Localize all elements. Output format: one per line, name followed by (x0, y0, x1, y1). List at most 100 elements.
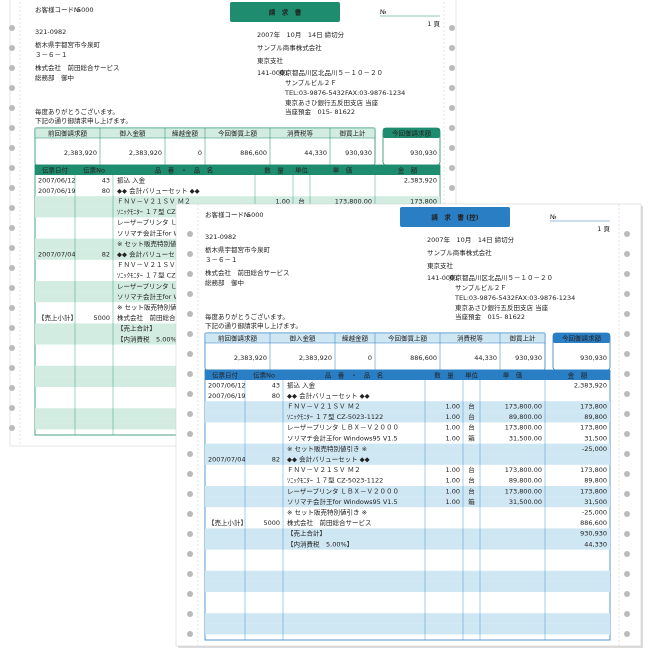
feed-hole (9, 25, 15, 31)
cell-item: ◆◆ 会計バリューセット ◆◆ (287, 455, 370, 464)
feed-hole (624, 511, 630, 517)
table-header-label: 単位 (465, 371, 479, 380)
table-header-label: 単位 (295, 166, 309, 175)
cell-item: ソリマチ会計王for Windows95 V1.5 (117, 292, 228, 301)
summary-value: 2,383,920 (234, 354, 267, 362)
cell-item: 株式会社 前田総合サービス (117, 313, 202, 322)
feed-hole (624, 331, 630, 337)
title-box (230, 2, 340, 22)
table-header-label: 伝票No (253, 371, 275, 380)
cell-date: 【売上小計】 (38, 313, 77, 322)
feed-hole (624, 291, 630, 297)
issuer-postal: 141-0001 (427, 274, 458, 282)
table-header-label: 金 額 (398, 166, 418, 175)
cell-date: 2007/06/12 (38, 176, 75, 184)
cell-amount: 173,800 (580, 424, 607, 432)
page-number: 1 頁 (597, 225, 610, 233)
row-stripe (205, 528, 610, 539)
feed-hole (449, 125, 455, 131)
issuer-address: 東京都品川区北品川５－１０－２０ (449, 273, 553, 282)
cell-amount: 173,800 (580, 403, 607, 411)
summary-header-label: 御入金額 (120, 129, 147, 138)
feed-hole (187, 611, 193, 617)
greeting: 毎度ありがとうございます。 (35, 107, 119, 116)
cell-unit: 箱 (468, 433, 475, 442)
cell-qty: 1.00 (276, 198, 290, 206)
table-header-label: 金 額 (568, 371, 588, 380)
cell-item: ※ セット販売特別値引き ※ (287, 444, 367, 453)
cell-item: ※ セット販売特別値引き ※ (117, 303, 197, 312)
feed-hole (9, 185, 15, 191)
summary-header-label: 今回御買上額 (218, 129, 258, 138)
customer-code: 5000 (77, 6, 94, 14)
cell-price: 173,800.00 (505, 466, 542, 474)
cell-item: ｿﾆｯｸﾓﾆﾀｰ １７型 CZ-5023-1122 (117, 207, 213, 216)
cell-qty: 1.00 (446, 424, 460, 432)
feed-hole (9, 245, 15, 251)
feed-hole (624, 491, 630, 497)
feed-hole (187, 311, 193, 317)
address: 栃木県宇都宮市今泉町 (35, 40, 101, 49)
cell-item: 株式会社 前田総合サービス (287, 518, 372, 527)
title: 請 求 書 (269, 8, 302, 17)
address: 栃木県宇都宮市今泉町 (205, 245, 271, 254)
cell-amount: 2,383,920 (404, 176, 437, 184)
issuer-branch: 東京支社 (427, 261, 454, 270)
cell-unit: 箱 (468, 497, 475, 506)
feed-hole (187, 231, 193, 237)
cell-item: レーザープリンタ ＬＢＸ－Ｖ２０００ (117, 218, 229, 227)
feed-hole (624, 471, 630, 477)
cell-unit: 台 (468, 412, 475, 421)
summary-header-label: 御入金額 (290, 334, 317, 343)
summary-value: 0 (198, 149, 202, 157)
table-header (35, 165, 440, 175)
feed-hole (624, 411, 630, 417)
cell-item: 【売上合計】 (287, 529, 326, 538)
feed-hole (9, 125, 15, 131)
feed-hole (187, 631, 193, 637)
cell-unit: 台 (298, 197, 305, 206)
cell-date: 2007/06/19 (208, 392, 245, 400)
cell-item: 振込 入金 (117, 175, 146, 184)
table-header-label: 品 番 ・ 品 名 (155, 166, 214, 175)
feed-hole (449, 65, 455, 71)
feed-hole (449, 45, 455, 51)
current-label: 今回御請求額 (392, 129, 432, 138)
row-stripe (205, 401, 610, 412)
feed-hole (187, 551, 193, 557)
address: ３－６－１ (205, 256, 238, 264)
page-number: 1 頁 (427, 20, 440, 28)
table-header (205, 370, 610, 380)
issuer-name: サンプル商事株式会社 (257, 43, 322, 52)
feed-hole (187, 411, 193, 417)
table-header-label: 単 価 (503, 371, 523, 380)
summary-value: 930,930 (345, 149, 372, 157)
cell-item: レーザープリンタ ＬＢＸ－Ｖ２０００ (287, 486, 399, 495)
closing-date: 2007年 10月 14日 締切分 (257, 30, 345, 39)
feed-hole (624, 451, 630, 457)
customer-code: 5000 (247, 211, 264, 219)
number-label: № (379, 8, 387, 16)
summary-header-label: 御買上計 (510, 334, 537, 343)
feed-hole (449, 25, 455, 31)
summary-value: 886,600 (410, 354, 437, 362)
cell-no: 5000 (93, 314, 110, 322)
summary-value: 44,330 (474, 354, 497, 362)
feed-hole (9, 205, 15, 211)
cell-amount: -25,000 (582, 509, 607, 517)
title: 請 求 書 (控) (431, 213, 478, 222)
issuer-address: 東京都品川区北品川５－１０－２０ (279, 68, 383, 77)
current-header (553, 333, 610, 343)
feed-hole (624, 631, 630, 637)
feed-hole (187, 471, 193, 477)
customer-code-label: お客様コード№ (205, 210, 251, 219)
cell-date: 2007/07/04 (208, 456, 245, 464)
cell-amount: 886,600 (580, 519, 607, 527)
cell-item: ＦＮＶ－Ｖ２１ＳＶ Ｍ２ (287, 403, 361, 411)
cell-no: 82 (272, 456, 280, 464)
cell-unit: 台 (468, 486, 475, 495)
greeting: 下記の通り御請求申し上げます。 (35, 116, 132, 125)
cell-price: 173,800.00 (505, 424, 542, 432)
cell-item: ソリマチ会計王for Windows95 V1.5 (287, 433, 398, 442)
